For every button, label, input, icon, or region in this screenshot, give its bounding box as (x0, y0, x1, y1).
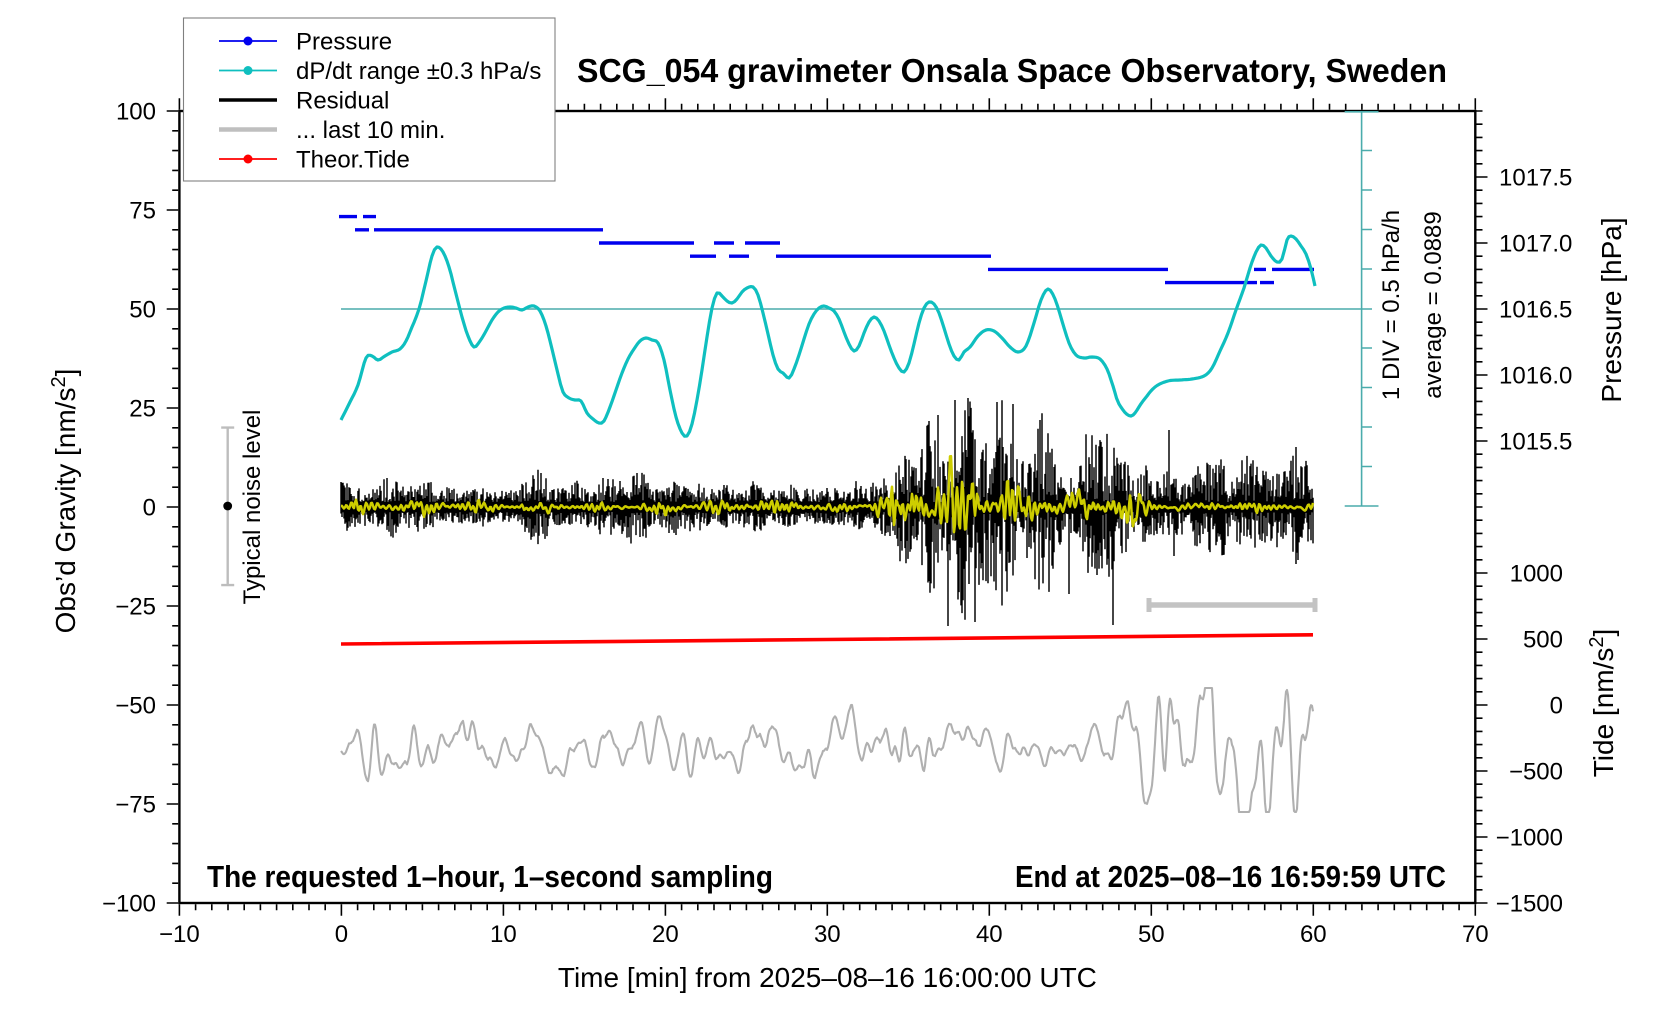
svg-text:Obs’d Gravity [nm/s2]: Obs’d Gravity [nm/s2] (48, 369, 81, 634)
svg-text:20: 20 (652, 921, 679, 948)
svg-text:−25: −25 (115, 594, 156, 621)
svg-text:Pressure: Pressure (296, 29, 392, 56)
svg-text:average = 0.0889: average = 0.0889 (1420, 211, 1447, 399)
svg-text:SCG_054 gravimeter Onsala Spac: SCG_054 gravimeter Onsala Space Observat… (577, 52, 1447, 89)
svg-text:−75: −75 (115, 792, 156, 819)
svg-text:−1000: −1000 (1496, 825, 1563, 852)
svg-text:Pressure [hPa]: Pressure [hPa] (1596, 217, 1627, 402)
svg-text:40: 40 (976, 921, 1003, 948)
svg-text:Theor.Tide: Theor.Tide (296, 147, 410, 174)
svg-text:1015.5: 1015.5 (1499, 429, 1572, 456)
svg-text:Typical noise level: Typical noise level (239, 410, 266, 605)
svg-text:−50: −50 (115, 693, 156, 720)
svg-text:0: 0 (1550, 693, 1563, 720)
svg-text:500: 500 (1523, 627, 1563, 654)
svg-text:−500: −500 (1509, 759, 1563, 786)
svg-text:100: 100 (116, 99, 156, 126)
svg-text:25: 25 (129, 396, 156, 423)
svg-text:Residual: Residual (296, 88, 389, 115)
svg-text:0: 0 (335, 921, 348, 948)
svg-text:... last 10 min.: ... last 10 min. (296, 117, 445, 144)
svg-text:1016.5: 1016.5 (1499, 297, 1572, 324)
svg-text:1017.0: 1017.0 (1499, 231, 1572, 258)
svg-text:0: 0 (143, 495, 156, 522)
svg-text:50: 50 (1138, 921, 1165, 948)
svg-text:−1500: −1500 (1496, 891, 1563, 918)
svg-text:The requested 1–hour, 1–second: The requested 1–hour, 1–second sampling (207, 859, 773, 894)
svg-text:Tide [nm/s2]: Tide [nm/s2] (1586, 629, 1619, 778)
svg-text:10: 10 (490, 921, 517, 948)
svg-text:Time [min] from 2025–08–16 16:: Time [min] from 2025–08–16 16:00:00 UTC (558, 962, 1097, 993)
svg-text:−100: −100 (102, 891, 156, 918)
svg-text:1017.5: 1017.5 (1499, 165, 1572, 192)
svg-text:−10: −10 (159, 921, 200, 948)
svg-text:dP/dt range ±0.3 hPa/s: dP/dt range ±0.3 hPa/s (296, 58, 541, 85)
svg-text:1 DIV = 0.5 hPa/h: 1 DIV = 0.5 hPa/h (1378, 210, 1405, 400)
svg-text:30: 30 (814, 921, 841, 948)
svg-text:End at 2025–08–16 16:59:59 UTC: End at 2025–08–16 16:59:59 UTC (1015, 859, 1446, 894)
svg-text:70: 70 (1462, 921, 1489, 948)
svg-text:50: 50 (129, 297, 156, 324)
svg-text:60: 60 (1300, 921, 1327, 948)
svg-text:75: 75 (129, 198, 156, 225)
svg-text:1016.0: 1016.0 (1499, 363, 1572, 390)
svg-text:1000: 1000 (1510, 561, 1563, 588)
